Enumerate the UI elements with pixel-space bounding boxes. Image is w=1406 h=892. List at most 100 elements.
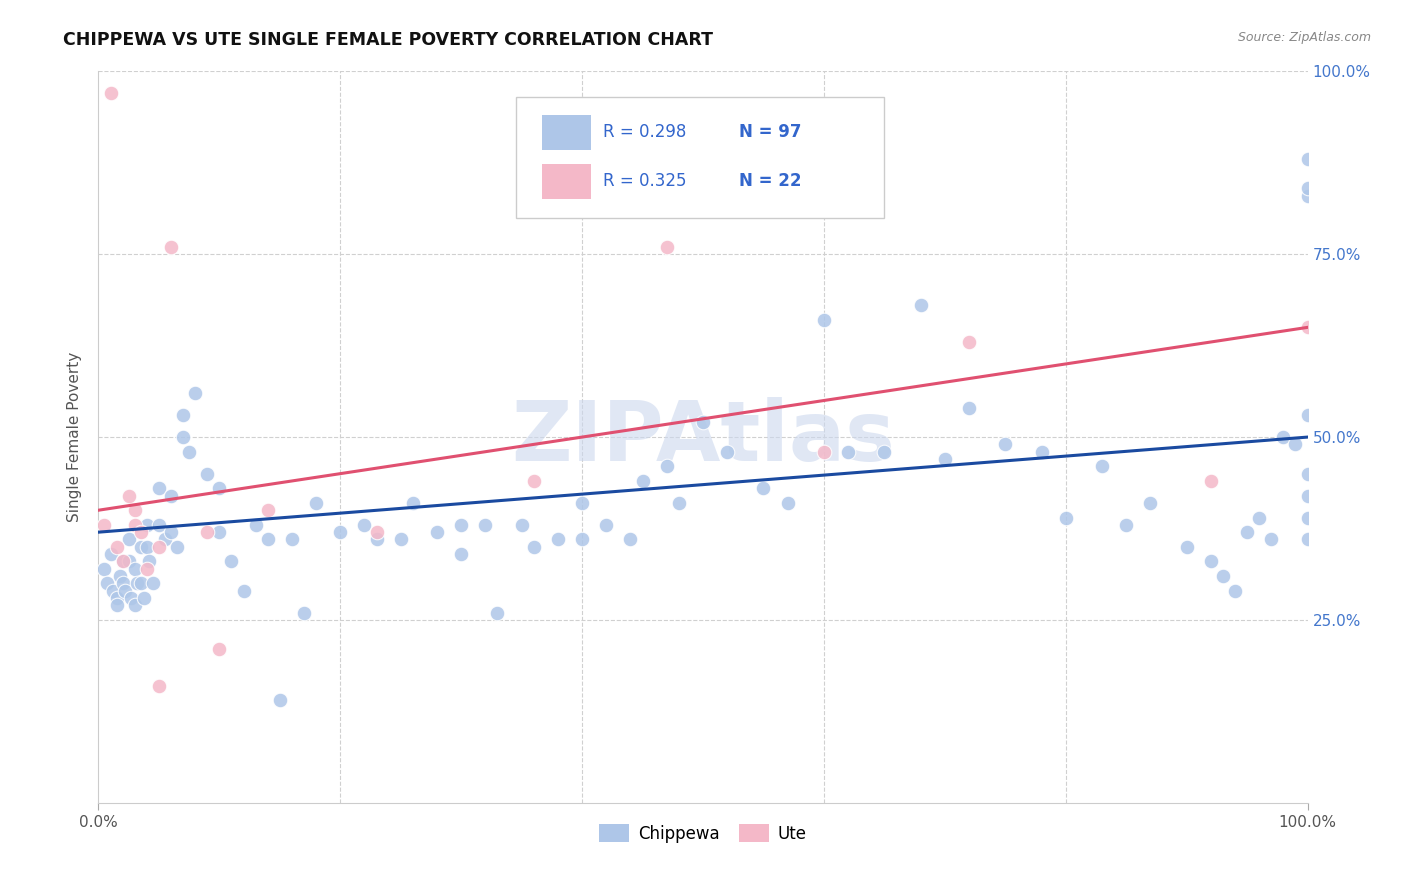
Point bbox=[160, 525, 183, 540]
Point bbox=[148, 481, 170, 495]
Point bbox=[692, 416, 714, 430]
Point bbox=[1236, 525, 1258, 540]
Point bbox=[148, 540, 170, 554]
Point bbox=[269, 693, 291, 707]
Point bbox=[208, 525, 231, 540]
Point bbox=[523, 474, 546, 488]
Point bbox=[994, 437, 1017, 451]
Point bbox=[1296, 408, 1319, 422]
Point bbox=[96, 576, 118, 591]
Point bbox=[153, 533, 176, 547]
Text: ZIPAtlas: ZIPAtlas bbox=[510, 397, 896, 477]
Point bbox=[486, 606, 509, 620]
Point bbox=[1054, 510, 1077, 524]
Point bbox=[813, 313, 835, 327]
Point bbox=[619, 533, 641, 547]
Point bbox=[655, 459, 678, 474]
Point bbox=[353, 517, 375, 532]
Point bbox=[138, 554, 160, 568]
Point bbox=[716, 444, 738, 458]
Point bbox=[184, 386, 207, 401]
Point bbox=[631, 474, 654, 488]
Point bbox=[111, 554, 134, 568]
Point bbox=[655, 240, 678, 254]
Point bbox=[957, 334, 980, 349]
FancyBboxPatch shape bbox=[516, 97, 884, 218]
Point bbox=[172, 430, 194, 444]
Point bbox=[813, 444, 835, 458]
Point bbox=[160, 489, 183, 503]
Point bbox=[101, 583, 124, 598]
Point bbox=[873, 444, 896, 458]
FancyBboxPatch shape bbox=[543, 114, 591, 150]
Point bbox=[1284, 437, 1306, 451]
Point bbox=[124, 562, 146, 576]
Point bbox=[595, 517, 617, 532]
Point bbox=[547, 533, 569, 547]
Point bbox=[1223, 583, 1246, 598]
Point bbox=[1249, 510, 1271, 524]
Point bbox=[1296, 467, 1319, 481]
Point bbox=[1139, 496, 1161, 510]
Text: R = 0.298: R = 0.298 bbox=[603, 123, 686, 141]
Point bbox=[523, 540, 546, 554]
Point bbox=[510, 517, 533, 532]
Point bbox=[305, 496, 328, 510]
Point bbox=[1296, 188, 1319, 202]
Text: Source: ZipAtlas.com: Source: ZipAtlas.com bbox=[1237, 31, 1371, 45]
Point bbox=[111, 554, 134, 568]
Point bbox=[208, 642, 231, 657]
Point bbox=[1272, 430, 1295, 444]
Point bbox=[1260, 533, 1282, 547]
Point bbox=[148, 517, 170, 532]
Point bbox=[1199, 554, 1222, 568]
Point bbox=[366, 533, 388, 547]
Point bbox=[129, 540, 152, 554]
Point bbox=[245, 517, 267, 532]
Point bbox=[100, 547, 122, 561]
Point bbox=[105, 591, 128, 605]
Point bbox=[450, 547, 472, 561]
Point bbox=[957, 401, 980, 415]
Point bbox=[108, 569, 131, 583]
Point bbox=[571, 496, 593, 510]
Point bbox=[179, 444, 201, 458]
Point bbox=[402, 496, 425, 510]
Point bbox=[105, 540, 128, 554]
Point bbox=[1296, 320, 1319, 334]
Point bbox=[837, 444, 859, 458]
Point bbox=[195, 525, 218, 540]
Point bbox=[166, 540, 188, 554]
Point bbox=[118, 554, 141, 568]
Point bbox=[93, 562, 115, 576]
Point bbox=[450, 517, 472, 532]
Point bbox=[172, 408, 194, 422]
Point bbox=[1296, 510, 1319, 524]
Point bbox=[142, 576, 165, 591]
Point bbox=[195, 467, 218, 481]
Point bbox=[1031, 444, 1053, 458]
Point bbox=[148, 679, 170, 693]
Point bbox=[221, 554, 243, 568]
Point bbox=[1212, 569, 1234, 583]
Text: CHIPPEWA VS UTE SINGLE FEMALE POVERTY CORRELATION CHART: CHIPPEWA VS UTE SINGLE FEMALE POVERTY CO… bbox=[63, 31, 713, 49]
Point bbox=[120, 591, 142, 605]
Point bbox=[668, 496, 690, 510]
Point bbox=[292, 606, 315, 620]
Point bbox=[1296, 152, 1319, 166]
Point bbox=[571, 533, 593, 547]
Point bbox=[474, 517, 496, 532]
Text: R = 0.325: R = 0.325 bbox=[603, 172, 686, 190]
Point bbox=[281, 533, 304, 547]
Point bbox=[160, 240, 183, 254]
Point bbox=[366, 525, 388, 540]
Point bbox=[1115, 517, 1137, 532]
Point bbox=[124, 599, 146, 613]
Point bbox=[1296, 181, 1319, 195]
Point bbox=[1296, 533, 1319, 547]
Text: N = 97: N = 97 bbox=[740, 123, 801, 141]
Point bbox=[118, 489, 141, 503]
Point bbox=[232, 583, 254, 598]
Point bbox=[114, 583, 136, 598]
Point bbox=[1296, 489, 1319, 503]
